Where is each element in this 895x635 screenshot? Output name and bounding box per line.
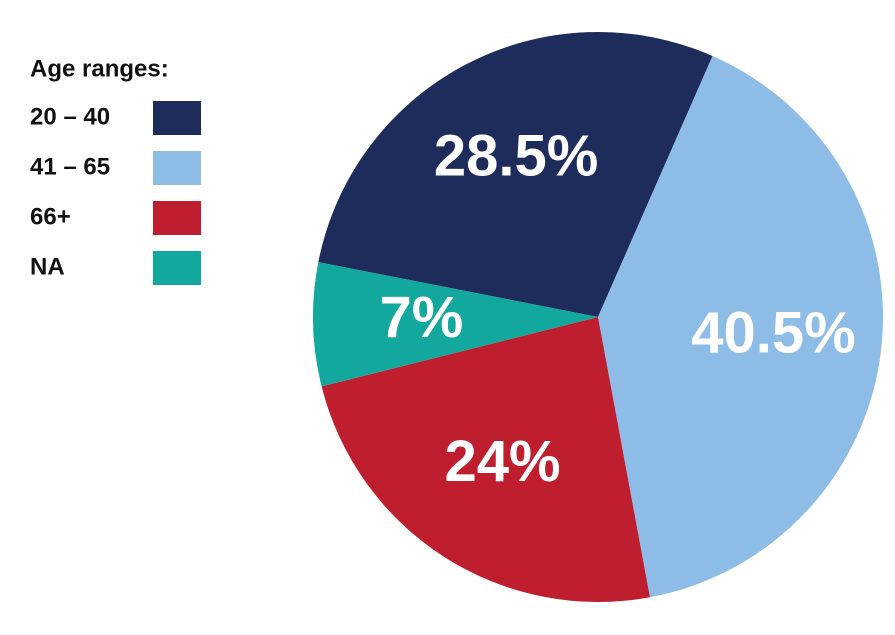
legend-label: 41 – 65 [30, 153, 110, 180]
data-label: 24% [444, 429, 560, 494]
legend-label: NA [30, 253, 65, 280]
data-label: 40.5% [691, 301, 855, 366]
legend-swatch [153, 101, 201, 135]
legend-title: Age ranges: [30, 55, 169, 82]
pie-slice [598, 56, 883, 598]
legend-label: 66+ [30, 203, 71, 230]
data-label: 7% [379, 285, 463, 350]
legend-swatch [153, 201, 201, 235]
legend-swatch [153, 251, 201, 285]
pie-slice [318, 31, 713, 318]
data-label: 28.5% [434, 124, 598, 189]
legend-swatch [153, 151, 201, 185]
pie-slice [313, 262, 598, 387]
legend-label: 20 – 40 [30, 103, 110, 130]
pie-slice [321, 317, 650, 602]
